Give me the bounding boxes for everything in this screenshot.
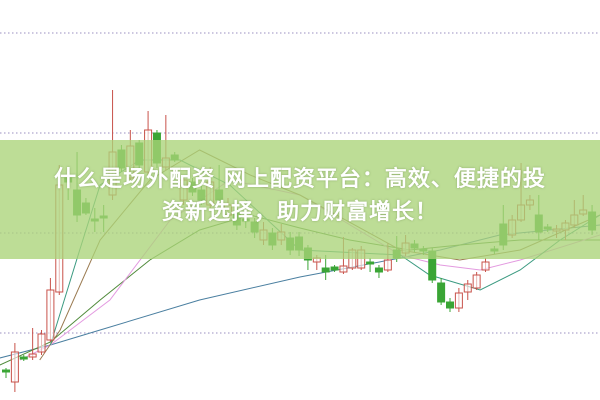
candle-down bbox=[321, 267, 330, 273]
candle-up bbox=[10, 351, 19, 383]
candle-down bbox=[374, 267, 383, 273]
caption-text: 什么是场外配资 网上配资平台：高效、便捷的投 资新选择，助力财富增长！ bbox=[0, 163, 600, 229]
candle-up bbox=[339, 265, 348, 273]
candle-up bbox=[472, 274, 481, 289]
candle-up bbox=[481, 261, 490, 271]
candle-down bbox=[2, 369, 10, 373]
candle-up bbox=[454, 292, 463, 309]
candle-up bbox=[37, 333, 46, 353]
candle-up bbox=[463, 283, 472, 293]
candle-up bbox=[383, 259, 392, 271]
candle-up bbox=[46, 289, 55, 341]
candle-up bbox=[28, 353, 37, 358]
candle-down bbox=[366, 261, 375, 265]
candle-down bbox=[437, 282, 446, 303]
candle-down bbox=[330, 266, 339, 271]
caption-banner bbox=[0, 140, 600, 259]
caption-line-1: 什么是场外配资 网上配资平台：高效、便捷的投 bbox=[54, 167, 546, 192]
candle-down bbox=[19, 356, 28, 360]
caption-line-2: 资新选择，助力财富增长！ bbox=[161, 200, 438, 225]
candle-down bbox=[446, 301, 454, 309]
